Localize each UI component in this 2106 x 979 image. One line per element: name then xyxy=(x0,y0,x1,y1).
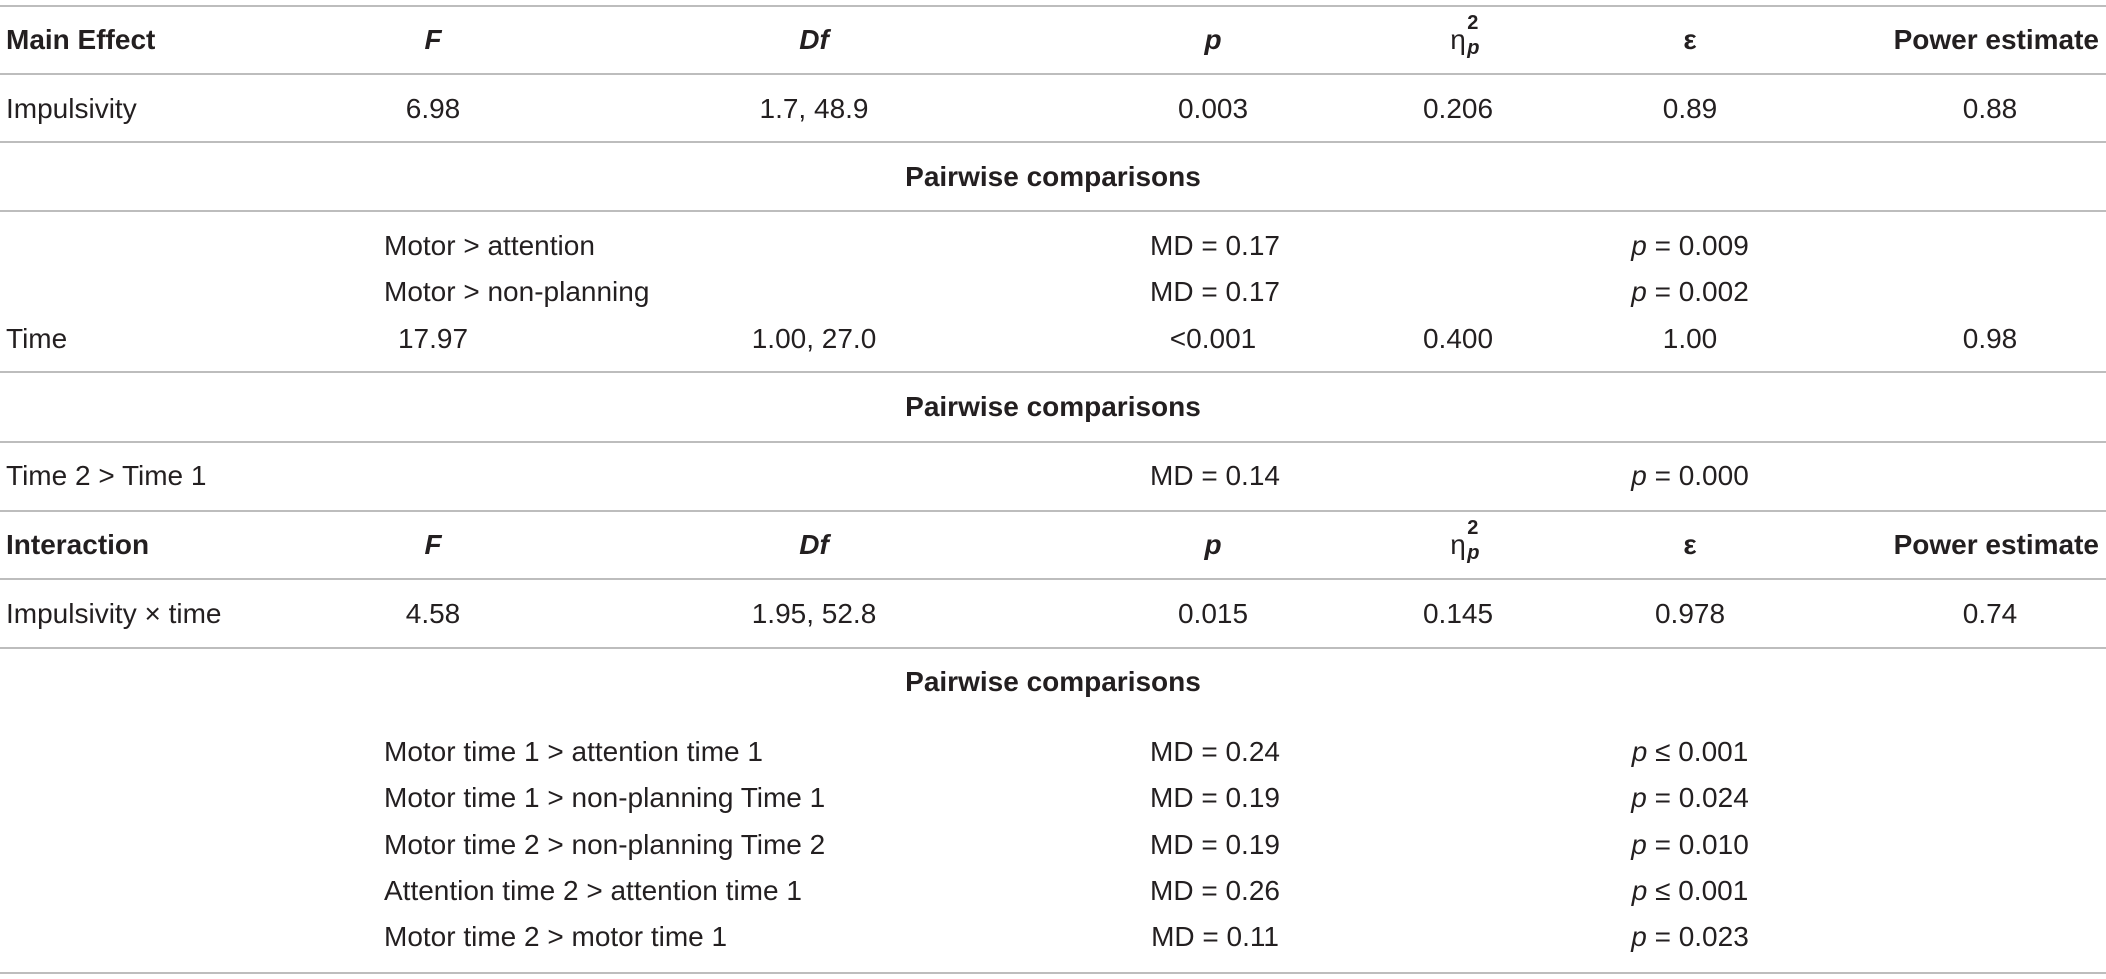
header-interaction: Interaction xyxy=(6,529,150,560)
eta-squared-value: 0.400 xyxy=(1422,323,1494,354)
header-df: Df xyxy=(799,24,829,55)
p-value-text: = 0.023 xyxy=(1646,921,1749,952)
table-rule xyxy=(0,441,2106,443)
p-symbol: p xyxy=(1631,230,1647,261)
df-value: 1.95, 52.8 xyxy=(751,598,877,629)
pairwise-comparison: Motor > attention xyxy=(384,230,595,261)
power-estimate-value: 0.88 xyxy=(1962,93,2018,124)
p-value-text: ≤ 0.001 xyxy=(1647,736,1749,767)
pairwise-comparison: Motor time 1 > non-planning Time 1 xyxy=(384,782,826,813)
eta-symbol: η xyxy=(1450,24,1466,55)
mean-difference: MD = 0.26 xyxy=(1150,875,1280,906)
header-power-estimate: Power estimate xyxy=(1893,24,2099,55)
p-symbol: p xyxy=(1631,829,1647,860)
p-value-text: = 0.009 xyxy=(1646,230,1749,261)
pairwise-comparison: Time 2 > Time 1 xyxy=(6,460,207,491)
table-rule xyxy=(0,972,2106,974)
eta-subscript: p xyxy=(1467,37,1480,59)
eta-superscript: 2 xyxy=(1467,12,1479,34)
mean-difference: MD = 0.24 xyxy=(1150,736,1280,767)
pairwise-p-value: p = 0.009 xyxy=(1631,229,1749,263)
pairwise-comparisons-heading: Pairwise comparisons xyxy=(905,666,1201,697)
pairwise-comparison: Attention time 2 > attention time 1 xyxy=(384,875,802,906)
mean-difference: MD = 0.19 xyxy=(1150,782,1280,813)
eta-squared-value: 0.206 xyxy=(1422,93,1494,124)
power-estimate-value: 0.74 xyxy=(1962,598,2018,629)
eta-symbol: η xyxy=(1450,529,1466,560)
header-epsilon: ε xyxy=(1683,24,1697,55)
epsilon-value: 0.89 xyxy=(1662,93,1718,124)
effect-label: Impulsivity xyxy=(6,93,137,124)
pairwise-p-value: p ≤ 0.001 xyxy=(1632,874,1749,908)
pairwise-p-value: p = 0.010 xyxy=(1631,828,1749,862)
pairwise-p-value: p = 0.000 xyxy=(1631,459,1749,493)
header-p: p xyxy=(1204,529,1222,560)
epsilon-value: 0.978 xyxy=(1654,598,1726,629)
header-power-estimate: Power estimate xyxy=(1893,529,2099,560)
mean-difference: MD = 0.14 xyxy=(1150,460,1280,491)
table-rule xyxy=(0,5,2106,7)
p-symbol: p xyxy=(1631,921,1647,952)
header-main-effect: Main Effect xyxy=(6,24,156,55)
pairwise-comparison: Motor time 2 > motor time 1 xyxy=(384,921,728,952)
p-value-text: = 0.000 xyxy=(1646,460,1749,491)
header-f: F xyxy=(424,24,442,55)
table-rule xyxy=(0,578,2106,580)
mean-difference: MD = 0.17 xyxy=(1150,276,1280,307)
p-symbol: p xyxy=(1631,460,1647,491)
table-rule xyxy=(0,647,2106,649)
header-epsilon: ε xyxy=(1683,529,1697,560)
table-rule xyxy=(0,371,2106,373)
pairwise-p-value: p = 0.002 xyxy=(1631,275,1749,309)
p-value: 0.003 xyxy=(1177,93,1249,124)
df-value: 1.00, 27.0 xyxy=(751,323,877,354)
p-value: <0.001 xyxy=(1169,323,1257,354)
eta-squared-value: 0.145 xyxy=(1422,598,1494,629)
p-value-text: = 0.024 xyxy=(1646,782,1749,813)
effect-label: Impulsivity × time xyxy=(6,598,222,629)
table-rule xyxy=(0,73,2106,75)
pairwise-comparisons-heading: Pairwise comparisons xyxy=(905,161,1201,192)
f-value: 4.58 xyxy=(405,598,461,629)
mean-difference: MD = 0.11 xyxy=(1151,921,1279,952)
header-p: p xyxy=(1204,24,1222,55)
pairwise-comparison: Motor time 1 > attention time 1 xyxy=(384,736,763,767)
p-symbol: p xyxy=(1631,875,1648,906)
p-value: 0.015 xyxy=(1177,598,1249,629)
eta-superscript: 2 xyxy=(1467,517,1479,539)
power-estimate-value: 0.98 xyxy=(1962,323,2018,354)
header-f: F xyxy=(424,529,442,560)
pairwise-p-value: p = 0.024 xyxy=(1631,781,1749,815)
table-rule xyxy=(0,210,2106,212)
mean-difference: MD = 0.17 xyxy=(1150,230,1280,261)
pairwise-p-value: p = 0.023 xyxy=(1631,920,1749,954)
header-df: Df xyxy=(799,529,829,560)
mean-difference: MD = 0.19 xyxy=(1150,829,1280,860)
df-value: 1.7, 48.9 xyxy=(759,93,869,124)
epsilon-value: 1.00 xyxy=(1662,323,1718,354)
p-value-text: = 0.010 xyxy=(1646,829,1749,860)
pairwise-comparison: Motor > non-planning xyxy=(384,276,650,307)
p-symbol: p xyxy=(1631,276,1647,307)
effect-label: Time xyxy=(6,323,68,354)
table-rule xyxy=(0,141,2106,143)
pairwise-p-value: p ≤ 0.001 xyxy=(1632,735,1749,769)
eta-subscript: p xyxy=(1467,542,1480,564)
table-rule xyxy=(0,510,2106,512)
pairwise-comparisons-heading: Pairwise comparisons xyxy=(905,391,1201,422)
p-value-text: = 0.002 xyxy=(1646,276,1749,307)
p-symbol: p xyxy=(1631,782,1647,813)
f-value: 17.97 xyxy=(397,323,469,354)
f-value: 6.98 xyxy=(405,93,461,124)
p-value-text: ≤ 0.001 xyxy=(1647,875,1749,906)
pairwise-comparison: Motor time 2 > non-planning Time 2 xyxy=(384,829,826,860)
p-symbol: p xyxy=(1631,736,1648,767)
